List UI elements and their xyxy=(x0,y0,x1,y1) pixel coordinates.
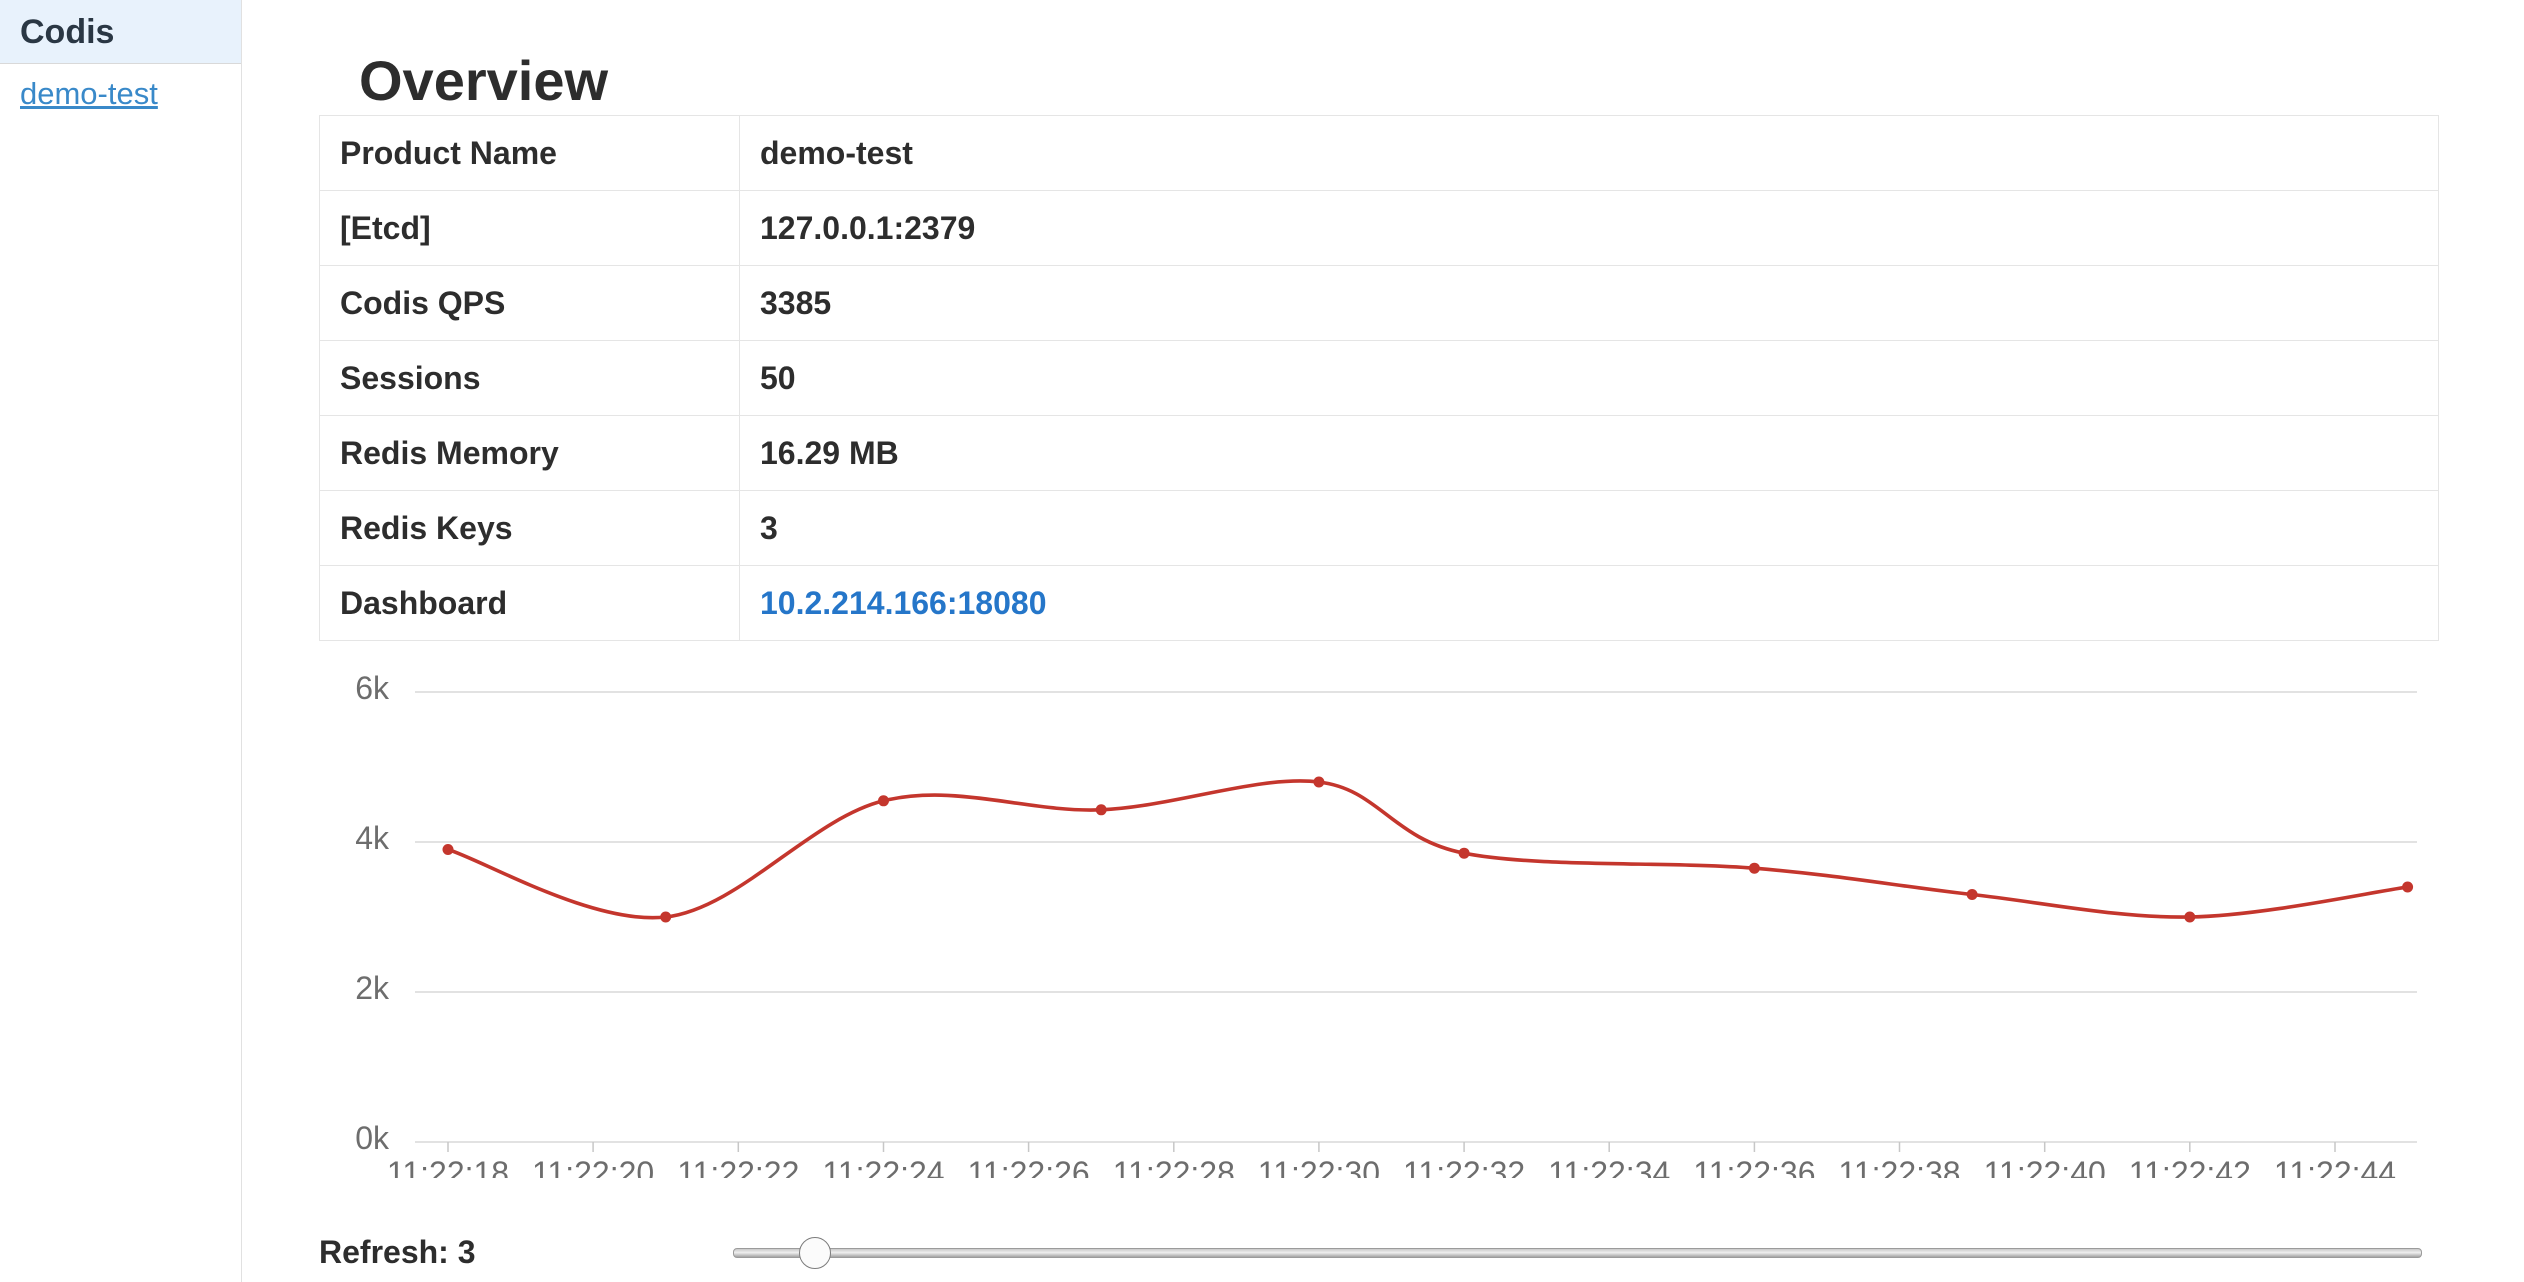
svg-text:11:22:24: 11:22:24 xyxy=(822,1155,944,1178)
svg-text:11:22:26: 11:22:26 xyxy=(968,1155,1090,1178)
svg-text:11:22:22: 11:22:22 xyxy=(677,1155,799,1178)
svg-text:11:22:44: 11:22:44 xyxy=(2274,1155,2396,1178)
svg-text:2k: 2k xyxy=(355,970,390,1006)
svg-text:6k: 6k xyxy=(355,671,390,706)
svg-text:11:22:20: 11:22:20 xyxy=(532,1155,654,1178)
svg-text:11:22:42: 11:22:42 xyxy=(2129,1155,2251,1178)
svg-text:11:22:40: 11:22:40 xyxy=(1984,1155,2106,1178)
svg-text:11:22:28: 11:22:28 xyxy=(1113,1155,1235,1178)
svg-text:11:22:34: 11:22:34 xyxy=(1548,1155,1670,1178)
svg-text:11:22:32: 11:22:32 xyxy=(1403,1155,1525,1178)
svg-text:0k: 0k xyxy=(355,1120,390,1156)
svg-text:11:22:36: 11:22:36 xyxy=(1693,1155,1815,1178)
svg-text:11:22:30: 11:22:30 xyxy=(1258,1155,1380,1178)
svg-text:11:22:38: 11:22:38 xyxy=(1838,1155,1960,1178)
svg-text:4k: 4k xyxy=(355,820,390,856)
svg-text:11:22:18: 11:22:18 xyxy=(387,1155,509,1178)
